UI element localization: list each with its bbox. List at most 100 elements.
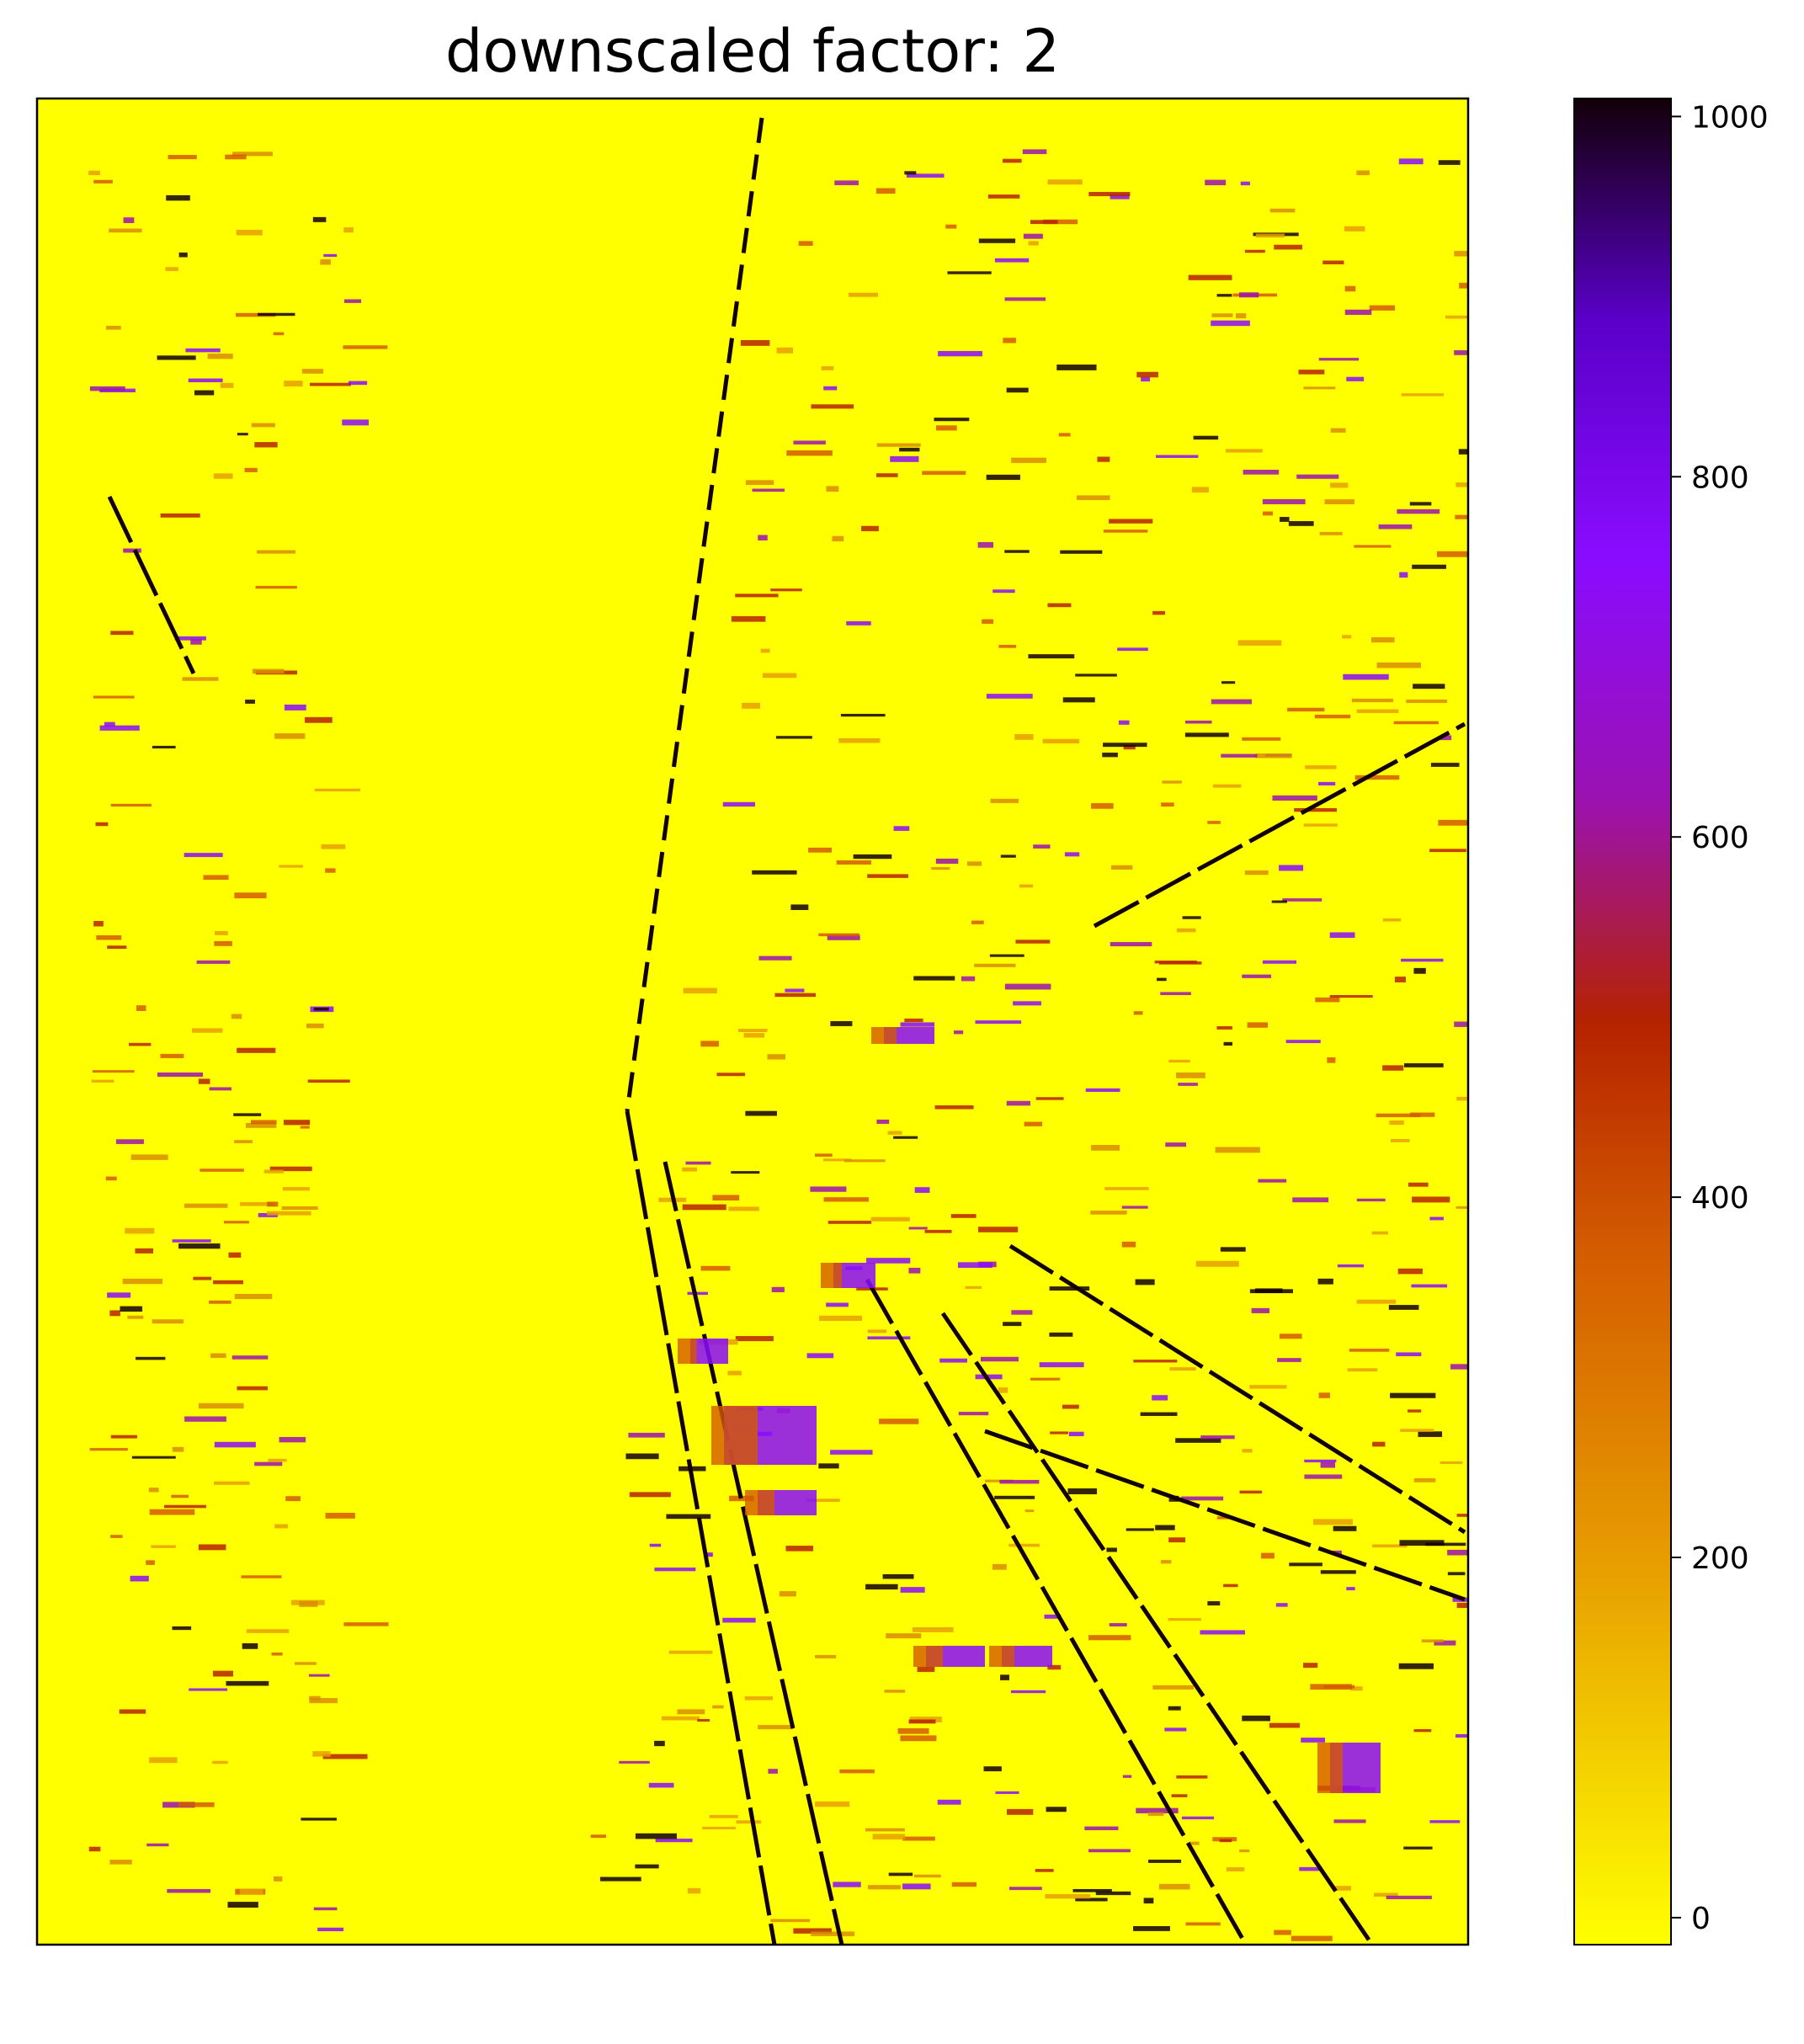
- heatmap-speck: [251, 423, 275, 428]
- heatmap-speck: [1458, 449, 1468, 455]
- heatmap-speck: [987, 194, 1020, 199]
- heatmap-speck: [1207, 821, 1221, 824]
- heatmap-speck: [1269, 208, 1296, 213]
- heatmap-speck: [234, 1293, 273, 1300]
- heatmap-speck: [1121, 1241, 1136, 1248]
- heatmap-speck: [709, 1814, 738, 1818]
- heatmap-speck: [1412, 564, 1446, 569]
- heatmap-speck: [1356, 1198, 1386, 1202]
- heatmap-speck: [914, 1187, 930, 1193]
- heatmap-speck: [263, 1169, 285, 1174]
- heatmap-speck: [1171, 1794, 1188, 1797]
- heatmap-speck: [1322, 260, 1344, 264]
- heatmap-speck: [1319, 531, 1343, 535]
- heatmap-speck: [1413, 1477, 1436, 1482]
- heatmap-speck: [977, 1227, 1019, 1232]
- heatmap-speck: [1369, 305, 1396, 311]
- heatmap-speck: [908, 1267, 921, 1274]
- heatmap-speck: [815, 1801, 850, 1807]
- heatmap-speck: [1425, 1542, 1466, 1546]
- heatmap-speck: [258, 312, 295, 317]
- heatmap-speck: [1303, 823, 1338, 827]
- heatmap-speck: [203, 875, 229, 881]
- heatmap-speck: [343, 1622, 389, 1626]
- heatmap-speck: [735, 1336, 774, 1342]
- heatmap-speck: [662, 1716, 700, 1721]
- heatmap-speck: [876, 1119, 890, 1124]
- heatmap-speck: [1168, 1618, 1201, 1621]
- heatmap-speck: [814, 1153, 833, 1157]
- heatmap-speck: [1042, 219, 1078, 225]
- heatmap-speck: [1160, 992, 1191, 996]
- heatmap-speck: [1103, 743, 1147, 748]
- heatmap-speck: [267, 1211, 311, 1216]
- heatmap-speck: [1003, 338, 1016, 343]
- heatmap-speck: [188, 378, 223, 383]
- heatmap-speck: [966, 861, 982, 866]
- heatmap-speck: [107, 1292, 131, 1298]
- heatmap-speck: [785, 988, 805, 993]
- heatmap-speck: [893, 826, 910, 831]
- heatmap-speck: [838, 737, 881, 743]
- heatmap-speck: [811, 404, 854, 409]
- heatmap-speck: [120, 1306, 143, 1312]
- heatmap-speck: [1272, 795, 1317, 801]
- heatmap-speck: [1243, 469, 1280, 475]
- heatmap-speck: [975, 1374, 1003, 1380]
- heatmap-speck: [1135, 1279, 1155, 1285]
- heatmap-speck: [163, 1504, 207, 1509]
- heatmap-speck: [722, 801, 755, 807]
- heatmap-speck: [745, 480, 774, 486]
- heatmap-block: [678, 1339, 697, 1364]
- heatmap-speck: [1219, 1839, 1232, 1843]
- heatmap-block: [989, 1646, 1014, 1667]
- heatmap-speck: [1289, 1562, 1322, 1567]
- heatmap-speck: [1002, 158, 1022, 163]
- heatmap-speck: [234, 892, 267, 899]
- heatmap-speck: [682, 1204, 726, 1211]
- heatmap-speck: [1447, 1572, 1466, 1576]
- heatmap-speck: [152, 1319, 184, 1324]
- heatmap-speck: [269, 1166, 312, 1172]
- heatmap-speck: [198, 1078, 210, 1084]
- heatmap-speck: [192, 1028, 223, 1033]
- heatmap-speck: [827, 934, 860, 940]
- heatmap-speck: [172, 1446, 184, 1452]
- heatmap-speck: [1262, 960, 1296, 964]
- heatmap-speck: [1263, 511, 1273, 516]
- heatmap-speck: [1106, 1547, 1117, 1552]
- heatmap-speck: [271, 1652, 283, 1656]
- heatmap-speck: [900, 1735, 937, 1742]
- heatmap-speck: [934, 1105, 974, 1110]
- heatmap-speck: [887, 1131, 902, 1135]
- heatmap-speck: [743, 1033, 765, 1038]
- heatmap-speck: [241, 1575, 282, 1578]
- heatmap-speck: [1225, 449, 1263, 453]
- heatmap-speck: [879, 1419, 919, 1424]
- heatmap-speck: [1332, 1550, 1342, 1555]
- heatmap-speck: [1430, 763, 1460, 767]
- heatmap-speck: [1296, 474, 1339, 479]
- heatmap-speck: [1049, 1332, 1073, 1337]
- heatmap-speck: [989, 954, 1024, 957]
- heatmap-speck: [1152, 1685, 1194, 1690]
- heatmap-speck: [1164, 1727, 1187, 1732]
- heatmap-speck: [861, 525, 879, 532]
- heatmap-speck: [1118, 720, 1130, 725]
- heatmap-speck: [1184, 732, 1229, 737]
- heatmap-speck: [1388, 1305, 1419, 1310]
- heatmap-speck: [1262, 498, 1306, 504]
- heatmap-speck: [1000, 854, 1016, 858]
- heatmap-speck: [1434, 1640, 1456, 1646]
- heatmap-speck: [1023, 233, 1043, 239]
- heatmap-speck: [1356, 170, 1370, 176]
- heatmap-speck: [1378, 524, 1413, 530]
- heatmap-speck: [157, 355, 196, 360]
- heatmap-speck: [325, 868, 336, 873]
- heatmap-speck: [1247, 1022, 1269, 1028]
- heatmap-speck: [214, 930, 228, 935]
- heatmap-speck: [1429, 1216, 1444, 1221]
- heatmap-speck: [922, 471, 966, 475]
- heatmap-speck: [198, 1403, 244, 1409]
- heatmap-speck: [182, 677, 219, 681]
